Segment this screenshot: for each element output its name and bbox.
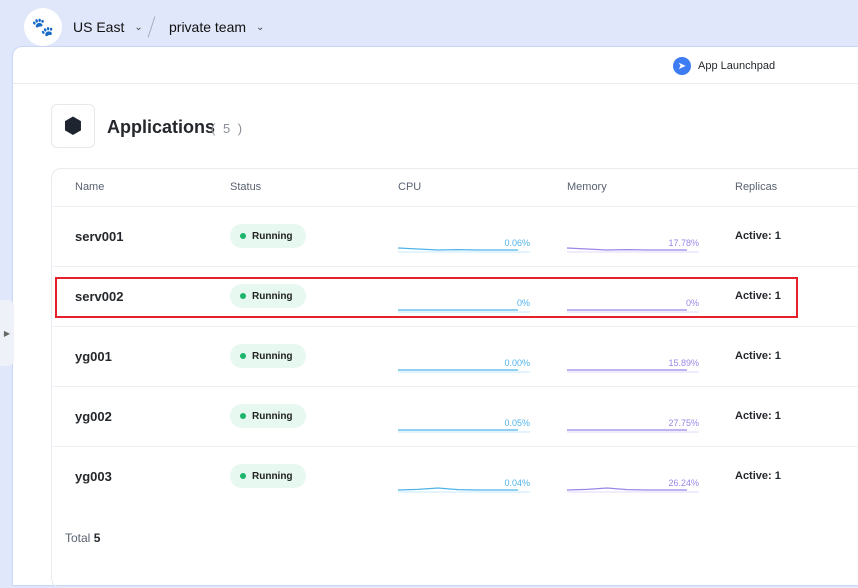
status-badge: Running xyxy=(230,344,306,368)
cpu-value: 0.04% xyxy=(504,478,530,488)
highlight-box xyxy=(55,277,798,318)
app-count: ( 5 ) xyxy=(211,121,245,136)
app-launchpad-label: App Launchpad xyxy=(698,60,776,72)
table-row[interactable]: yg002 Running 0.05% 27.75% Active: 1 xyxy=(52,386,858,446)
memory-sparkline: 17.78% xyxy=(567,229,699,253)
status-dot-icon xyxy=(240,413,246,419)
memory-sparkline: 0% xyxy=(567,289,699,313)
replicas: Active: 1 xyxy=(735,470,781,482)
column-header-cpu: CPU xyxy=(398,181,422,193)
replicas: Active: 1 xyxy=(735,410,781,422)
cpu-value: 0% xyxy=(516,298,530,308)
status-dot-icon xyxy=(240,233,246,239)
team-label: private team xyxy=(169,19,247,35)
memory-sparkline: 27.75% xyxy=(567,409,699,433)
replicas: Active: 1 xyxy=(735,290,781,302)
status-badge: Running xyxy=(230,404,306,428)
cpu-sparkline: 0% xyxy=(398,289,530,313)
applications-table: Name Status CPU Memory Replicas Total 5 … xyxy=(51,168,858,588)
chevron-down-icon: ⌄ xyxy=(134,21,143,33)
chevron-down-icon: ⌄ xyxy=(256,21,265,33)
memory-sparkline: 26.24% xyxy=(567,469,699,493)
table-row[interactable]: yg001 Running 0.00% 15.89% Active: 1 xyxy=(52,326,858,386)
page-title: Applications xyxy=(107,117,216,137)
status-dot-icon xyxy=(240,353,246,359)
app-name[interactable]: serv002 xyxy=(75,289,124,304)
status-badge: Running xyxy=(230,464,306,488)
column-header-replicas: Replicas xyxy=(735,181,778,193)
memory-value: 0% xyxy=(685,298,699,308)
app-name[interactable]: yg001 xyxy=(75,349,112,364)
status-dot-icon xyxy=(240,293,246,299)
memory-value: 26.24% xyxy=(668,478,699,488)
replicas: Active: 1 xyxy=(735,230,781,242)
memory-value: 17.78% xyxy=(668,238,699,248)
cpu-sparkline: 0.04% xyxy=(398,469,530,493)
cpu-sparkline: 0.05% xyxy=(398,409,530,433)
app-name[interactable]: yg003 xyxy=(75,469,112,484)
replicas: Active: 1 xyxy=(735,350,781,362)
cpu-value: 0.00% xyxy=(504,358,530,368)
status-badge: Running xyxy=(230,284,306,308)
memory-sparkline: 15.89% xyxy=(567,349,699,373)
cpu-sparkline: 0.06% xyxy=(398,229,530,253)
cpu-sparkline: 0.00% xyxy=(398,349,530,373)
sidebar-expand-toggle[interactable]: ▶ xyxy=(0,300,14,366)
app-name[interactable]: serv001 xyxy=(75,229,124,244)
app-launchpad-button[interactable]: ➤ App Launchpad xyxy=(673,57,775,75)
divider xyxy=(13,83,858,84)
paw-logo-icon[interactable]: 🐾 xyxy=(24,8,62,46)
applications-icon: ⬢ xyxy=(51,104,95,148)
column-header-status: Status xyxy=(230,181,262,193)
column-header-name: Name xyxy=(75,181,105,193)
cpu-value: 0.05% xyxy=(504,418,530,428)
breadcrumb-separator xyxy=(147,16,156,38)
table-row[interactable]: serv001 Running 0.06% 17.78% Active: 1 xyxy=(52,206,858,266)
region-selector[interactable]: US East ⌄ xyxy=(73,19,143,35)
memory-value: 27.75% xyxy=(668,418,699,428)
region-label: US East xyxy=(73,19,125,35)
memory-value: 15.89% xyxy=(668,358,699,368)
column-header-memory: Memory xyxy=(567,181,607,193)
table-row[interactable]: serv002 Running 0% 0% Active: 1 xyxy=(52,266,858,326)
total-count: Total 5 xyxy=(65,531,101,545)
rocket-icon: ➤ xyxy=(673,57,691,75)
table-row[interactable]: yg003 Running 0.04% 26.24% Active: 1 xyxy=(52,446,858,506)
cpu-value: 0.06% xyxy=(504,238,530,248)
status-badge: Running xyxy=(230,224,306,248)
status-dot-icon xyxy=(240,473,246,479)
app-name[interactable]: yg002 xyxy=(75,409,112,424)
team-selector[interactable]: private team ⌄ xyxy=(169,19,264,35)
